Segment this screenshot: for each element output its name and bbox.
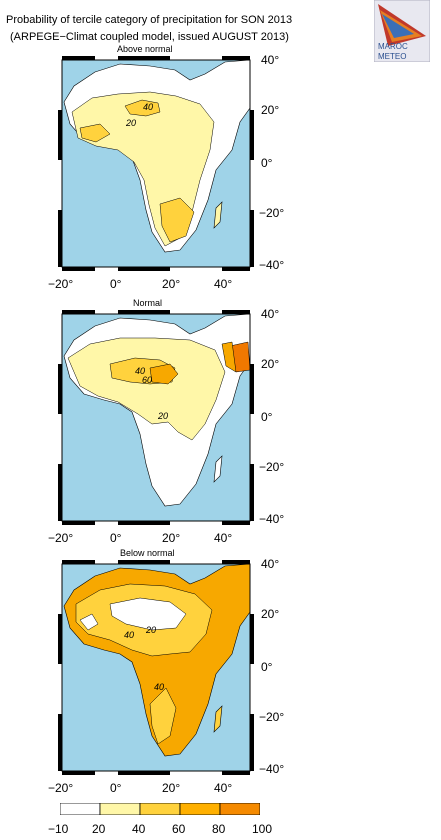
contour-label: 40 (143, 102, 153, 112)
lat-tick-label: 20° (261, 103, 280, 117)
frame-bar (62, 267, 95, 271)
frame-bar (58, 110, 62, 160)
maroc-meteo-logo: MAROC METEO (374, 0, 430, 62)
lat-tick-label: −20° (259, 206, 285, 220)
madagascar (213, 705, 223, 733)
forecast-maps: 40 20 40 60 20 20 40 (58, 56, 254, 775)
above-40-west (79, 123, 111, 143)
frame-bar (118, 560, 170, 564)
frame-bar (250, 364, 254, 414)
contour-label: 40 (135, 366, 145, 376)
below-white-west (79, 613, 99, 631)
lon-tick-label: 0° (110, 531, 122, 545)
frame-bar (222, 521, 250, 525)
frame-bar (250, 110, 254, 160)
madagascar (213, 455, 223, 483)
colorbar (60, 803, 260, 815)
lat-tick-label: −40° (259, 258, 285, 272)
colorbar-label: 80 (212, 822, 226, 836)
frame-bar (58, 614, 62, 664)
frame-bar (62, 310, 95, 314)
frame-bar (250, 210, 254, 267)
madagascar (213, 201, 223, 229)
contour-label: 40 (154, 682, 164, 692)
lat-tick-label: 40° (261, 307, 280, 321)
above-40-south (159, 197, 195, 243)
colorbar-label: 40 (132, 822, 146, 836)
frame-bar (118, 310, 170, 314)
below-20-region (109, 597, 187, 631)
frame-bar (222, 560, 250, 564)
contour-label: 20 (125, 118, 136, 128)
frame-bar (250, 614, 254, 664)
lat-tick-label: 0° (261, 660, 273, 674)
lat-tick-label: 20° (261, 357, 280, 371)
svg-text:METEO: METEO (378, 52, 406, 61)
frame-bar (58, 364, 62, 414)
frame-bar (118, 56, 170, 60)
above-40-region (124, 99, 161, 117)
lat-tick-label: −40° (259, 762, 285, 776)
frame-bar (58, 714, 62, 771)
frame-bar (62, 560, 95, 564)
contour-label: 60 (142, 375, 152, 385)
lon-tick-label: −20° (48, 531, 74, 545)
colorbar-swatch (60, 803, 101, 815)
colorbar-label: 20 (92, 822, 106, 836)
frame-bar (222, 56, 250, 60)
lon-tick-label: 0° (110, 781, 122, 795)
lat-tick-label: 20° (261, 607, 280, 621)
lat-tick-label: −20° (259, 460, 285, 474)
lon-tick-label: −20° (48, 277, 74, 291)
frame-bar (250, 714, 254, 771)
below-40-south (149, 687, 177, 745)
lat-tick-label: −20° (259, 710, 285, 724)
frame-bar (118, 267, 170, 271)
frame-bar (62, 521, 95, 525)
lon-tick-label: 40° (214, 531, 233, 545)
colorbar-label: 60 (172, 822, 186, 836)
lon-tick-label: 40° (214, 277, 233, 291)
lon-tick-label: 20° (162, 781, 181, 795)
title-line-1: Probability of tercile category of preci… (6, 14, 293, 26)
lon-tick-label: 20° (162, 277, 181, 291)
colorbar-swatch (99, 803, 141, 815)
colorbar-label: 100 (252, 822, 273, 836)
frame-bar (222, 771, 250, 775)
frame-bar (222, 267, 250, 271)
normal-60-region (149, 363, 179, 385)
frame-bar (222, 310, 250, 314)
map-frames (58, 56, 254, 775)
frame-bar (62, 771, 95, 775)
frame-bar (58, 464, 62, 521)
lon-tick-label: −20° (48, 781, 74, 795)
colorbar-swatch (139, 803, 181, 815)
lon-tick-label: 40° (214, 781, 233, 795)
normal-20-region (67, 337, 226, 441)
colorbar-swatch (179, 803, 221, 815)
colorbar-swatch (219, 803, 260, 815)
frame-bar (58, 210, 62, 267)
title-line-2: (ARPEGE−Climat coupled model, issued AUG… (10, 31, 289, 43)
panel-title: Below normal (120, 548, 175, 558)
frame-bar (118, 771, 170, 775)
lon-tick-label: 0° (110, 277, 122, 291)
frame-bar (118, 521, 170, 525)
frame-bar (62, 56, 95, 60)
lon-tick-label: 20° (162, 531, 181, 545)
svg-text:MAROC: MAROC (378, 42, 408, 51)
lat-tick-label: 0° (261, 156, 273, 170)
lat-tick-label: 40° (261, 557, 280, 571)
lat-tick-label: −40° (259, 512, 285, 526)
contour-label: 20 (145, 625, 156, 635)
contour-label: 20 (157, 411, 168, 421)
colorbar-label: −10 (48, 822, 69, 836)
contour-label: 40 (124, 630, 134, 640)
frame-bar (250, 464, 254, 521)
panel-title: Normal (133, 298, 163, 308)
panel-title: Above normal (117, 44, 173, 54)
normal-60-east (221, 341, 237, 373)
lat-tick-label: 0° (261, 410, 273, 424)
lat-tick-label: 40° (261, 53, 280, 67)
